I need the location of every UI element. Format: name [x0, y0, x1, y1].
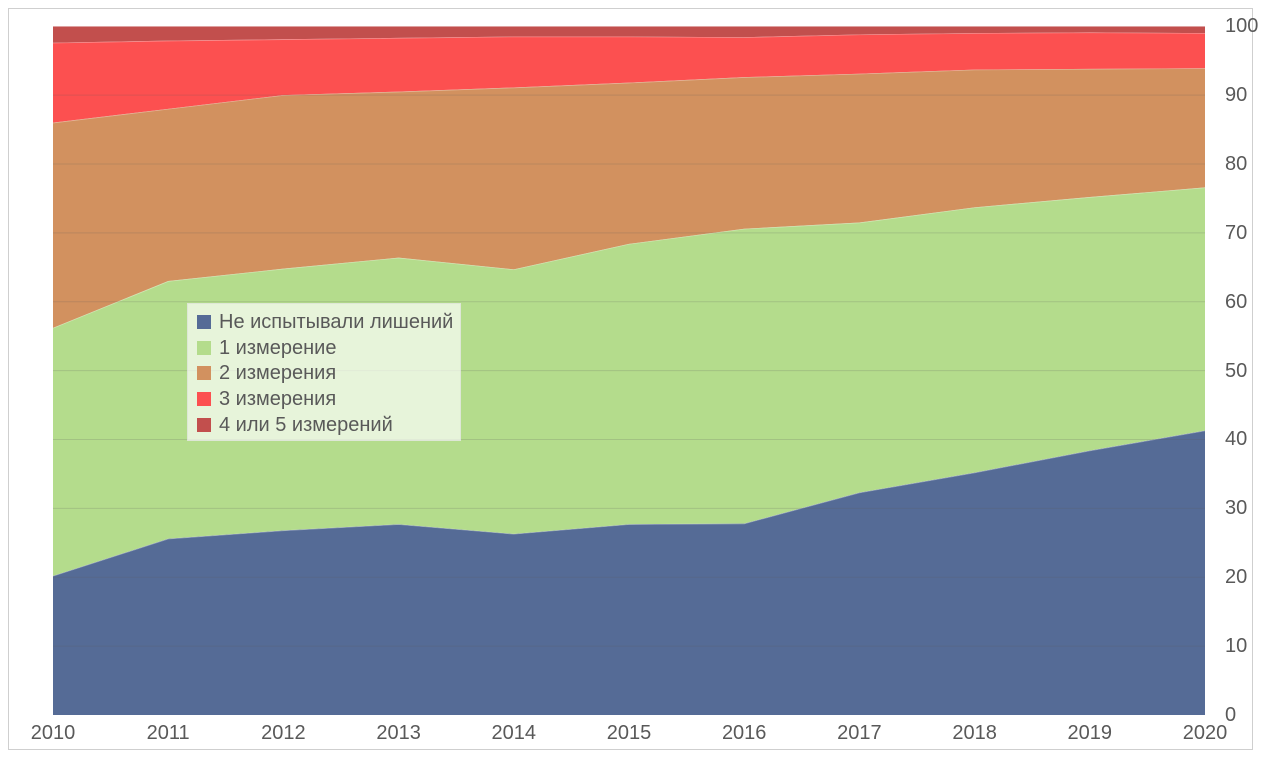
legend-label: 4 или 5 измерений	[219, 414, 393, 437]
legend-label: Не испытывали лишений	[219, 310, 454, 333]
y-axis-tick-label: 60	[1225, 290, 1248, 313]
legend-swatch-icon	[197, 366, 211, 381]
x-axis-tick-label: 2015	[606, 722, 652, 744]
legend-swatch-icon	[197, 418, 211, 433]
x-axis-tick-label: 2010	[30, 722, 76, 744]
legend-item: 4 или 5 измерений	[197, 412, 460, 438]
y-axis-tick-label: 70	[1225, 221, 1248, 244]
legend-item: 1 измерение	[197, 335, 460, 361]
legend-item: 2 измерения	[197, 361, 460, 387]
area-series-0	[53, 430, 1205, 715]
legend-swatch-icon	[197, 340, 211, 355]
y-axis-tick-label: 0	[1225, 704, 1237, 726]
legend-swatch-icon	[197, 392, 211, 407]
area-series-2	[53, 68, 1205, 328]
x-axis-tick-label: 2016	[721, 722, 767, 744]
y-axis-tick-label: 20	[1225, 566, 1248, 589]
legend-label: 2 измерения	[219, 362, 337, 385]
x-axis-tick-label: 2011	[146, 722, 190, 744]
legend: Не испытывали лишений 1 измерение 2 измере…	[187, 303, 461, 441]
x-axis-tick-label: 2018	[952, 722, 997, 744]
area-series-3	[53, 32, 1205, 123]
y-axis-tick-label: 100	[1225, 15, 1259, 38]
x-axis-tick-label: 2013	[376, 722, 421, 744]
area-series-1	[53, 187, 1205, 576]
y-axis-tick-label: 40	[1225, 428, 1248, 451]
legend-item: 3 измерения	[197, 386, 460, 412]
x-axis-tick-label: 2017	[837, 722, 882, 744]
legend-label: 1 измерение	[219, 336, 337, 359]
y-axis-tick-label: 50	[1225, 359, 1248, 382]
x-axis-tick-label: 2019	[1067, 722, 1113, 744]
y-axis-tick-label: 30	[1225, 497, 1248, 520]
chart-frame: 0 10 20 30 40 50 60 70 80 90 100 2010 2011 2012 2013 2…	[8, 8, 1258, 750]
x-axis-tick-label: 2014	[491, 722, 537, 744]
legend-label: 3 измерения	[219, 388, 337, 411]
legend-item: Не испытывали лишений	[197, 309, 460, 335]
y-axis-tick-label: 80	[1225, 152, 1248, 175]
legend-swatch-icon	[197, 314, 211, 329]
x-axis-tick-label: 2012	[261, 722, 306, 744]
stacked-area-plot	[52, 25, 1206, 715]
y-axis-tick-label: 90	[1225, 84, 1248, 107]
y-axis-tick-label: 10	[1225, 635, 1248, 658]
area-series-4	[53, 26, 1205, 43]
x-axis-tick-label: 2020	[1182, 722, 1228, 744]
